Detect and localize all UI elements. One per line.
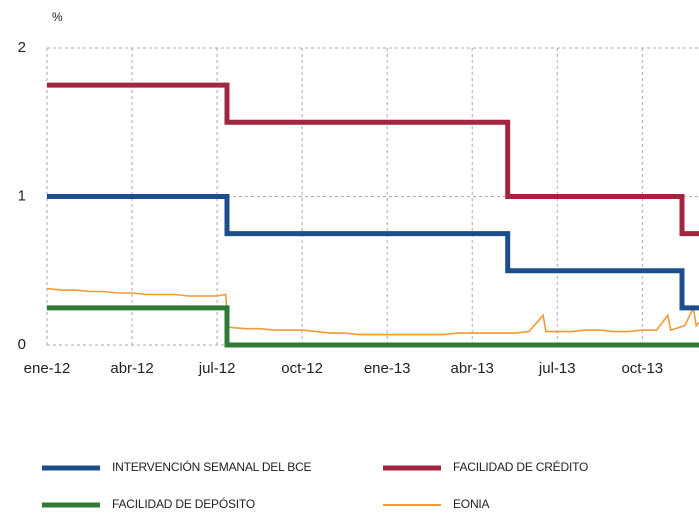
- x-tick-label: jul-12: [198, 360, 236, 377]
- legend-label: INTERVENCIÓN SEMANAL DEL BCE: [112, 459, 312, 474]
- x-tick-label: oct-12: [281, 360, 323, 377]
- x-tick-label: oct-13: [621, 360, 663, 377]
- y-tick-label: 2: [18, 39, 26, 56]
- x-tick-label: abr-12: [110, 360, 153, 377]
- series-line: [47, 194, 699, 311]
- series-line: [47, 82, 699, 237]
- series-line: [46, 287, 699, 336]
- x-tick-label: abr-13: [451, 360, 494, 377]
- x-tick-label: jul-13: [538, 360, 576, 377]
- x-tick-label: ene-12: [24, 360, 71, 377]
- series-line: [47, 305, 699, 348]
- legend-label: FACILIDAD DE DEPÓSITO: [112, 496, 255, 511]
- plot-area: [46, 82, 699, 348]
- x-tick-label: ene-13: [364, 360, 411, 377]
- legend: INTERVENCIÓN SEMANAL DEL BCE FACILIDAD DE…: [42, 459, 588, 511]
- y-tick-label: 1: [18, 187, 26, 204]
- legend-label: EONIA: [453, 497, 490, 511]
- legend-label: FACILIDAD DE CRÉDITO: [453, 459, 588, 474]
- y-tick-label: 0: [18, 336, 26, 353]
- y-axis-label: %: [52, 10, 63, 24]
